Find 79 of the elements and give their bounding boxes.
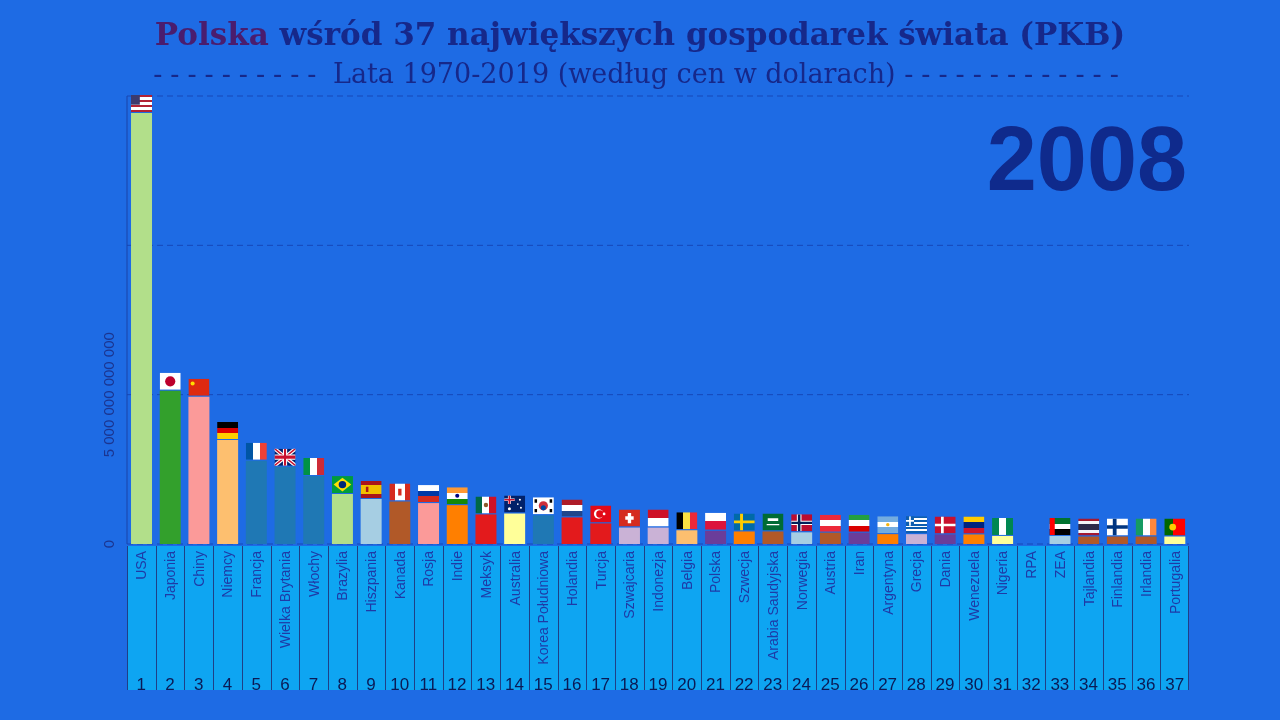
annotation: 2008 (986, 109, 1187, 209)
y-tick-label: 0 (100, 539, 117, 549)
x2-tick-label: 24 (792, 675, 811, 695)
x-tick-label: Szwajcaria (621, 550, 638, 619)
x-tick-label: RPA (1023, 550, 1040, 579)
x2-tick-label: 31 (992, 675, 1012, 695)
x2-tick-label: 25 (820, 675, 840, 695)
x2-tick-label: 29 (935, 675, 955, 695)
x-tick-label: Korea Południowa (535, 550, 552, 665)
x2-tick-label: 3 (194, 675, 204, 695)
x-tick-label: Włochy (305, 551, 322, 597)
x2-tick-label: 10 (390, 675, 410, 695)
x-tick-label: Holandia (563, 550, 580, 607)
x-tick-label: Chiny (190, 551, 207, 587)
x-tick-label: Finlandia (1109, 550, 1126, 608)
chart-subtitle: ---------- Lata 1970-2019 (według cen w dolarach) ------------- (153, 58, 1127, 89)
x2-tick-label: 37 (1165, 675, 1185, 695)
chart-title: Polska wśród 37 największych gospodarek świata (PKB) (154, 16, 1126, 52)
x2-tick-label: 7 (308, 675, 319, 695)
x-tick-label: Iran (850, 551, 867, 576)
x2-tick-label: 6 (280, 675, 290, 695)
x-tick-label: Indonezja (650, 550, 667, 612)
x-tick-label: Niemcy (219, 551, 236, 598)
x2-tick-label: 27 (878, 675, 898, 695)
x2-tick-label: 1 (136, 675, 147, 695)
x2-tick-label: 21 (705, 675, 725, 695)
x2-tick-label: 33 (1050, 675, 1070, 695)
x-tick-label: Rosja (420, 550, 437, 587)
x-tick-label: Nigeria (994, 550, 1011, 596)
x2-tick-label: 13 (476, 675, 496, 695)
x2-tick-label: 17 (591, 675, 611, 695)
x-tick-label: Austria (822, 550, 839, 595)
x2-tick-label: 20 (677, 675, 697, 695)
x2-tick-label: 4 (222, 675, 233, 695)
x2-tick-label: 19 (648, 675, 668, 695)
x-tick-label: ZEA (1051, 550, 1068, 579)
x-tick-label: Wenezuela (965, 550, 982, 621)
x-tick-label: Irlandia (1137, 550, 1154, 597)
x-tick-label: Francja (248, 550, 265, 598)
x-tick-label: Argentyna (879, 550, 896, 615)
x-tick-label: Hiszpania (363, 550, 380, 613)
x2-tick-label: 34 (1079, 675, 1098, 695)
x2-tick-label: 16 (562, 675, 582, 695)
x-tick-label: Dania (937, 550, 954, 588)
x2-tick-label: 36 (1136, 675, 1156, 695)
x2-tick-label: 26 (849, 675, 869, 695)
x2-tick-label: 8 (337, 675, 347, 695)
y-tick-label: 5 000 000 000 000 (100, 332, 117, 458)
x-tick-label: USA (133, 550, 150, 580)
x2-tick-label: 9 (366, 675, 376, 695)
x-tick-label: Brazylia (334, 550, 351, 601)
x2-tick-label: 28 (906, 675, 926, 695)
x2-tick-label: 11 (419, 675, 438, 695)
x-tick-label: Polska (707, 550, 724, 594)
x2-tick-label: 35 (1107, 675, 1127, 695)
x-tick-label: Norwegia (793, 550, 810, 611)
x-tick-label: Grecja (908, 550, 925, 593)
x-tick-label: Turcja (592, 550, 609, 590)
x-tick-label: Tajlandia (1080, 550, 1097, 607)
x2-tick-label: 14 (505, 675, 524, 695)
x2-tick-label: 5 (251, 675, 261, 695)
x-tick-label: Meksyk (477, 550, 494, 599)
x-tick-label: Wielka Brytania (276, 550, 293, 649)
x-tick-label: Japonia (162, 550, 179, 601)
x2-tick-label: 30 (964, 675, 984, 695)
x2-tick-label: 2 (165, 675, 175, 695)
x2-tick-label: 18 (619, 675, 639, 695)
x2-tick-label: 12 (447, 675, 467, 695)
x-tick-label: Australia (506, 550, 523, 606)
x-tick-label: Indie (449, 550, 466, 582)
x-tick-label: Portugalia (1166, 550, 1183, 615)
x-tick-label: Belgia (678, 550, 695, 590)
x2-tick-label: 23 (763, 675, 783, 695)
x-tick-label: Kanada (391, 550, 408, 600)
x2-tick-label: 22 (734, 675, 754, 695)
x-tick-label: Szwecja (736, 550, 753, 604)
x-tick-label: Arabia Saudyjska (764, 550, 781, 660)
x2-tick-label: 15 (533, 675, 553, 695)
x2-tick-label: 32 (1021, 675, 1041, 695)
